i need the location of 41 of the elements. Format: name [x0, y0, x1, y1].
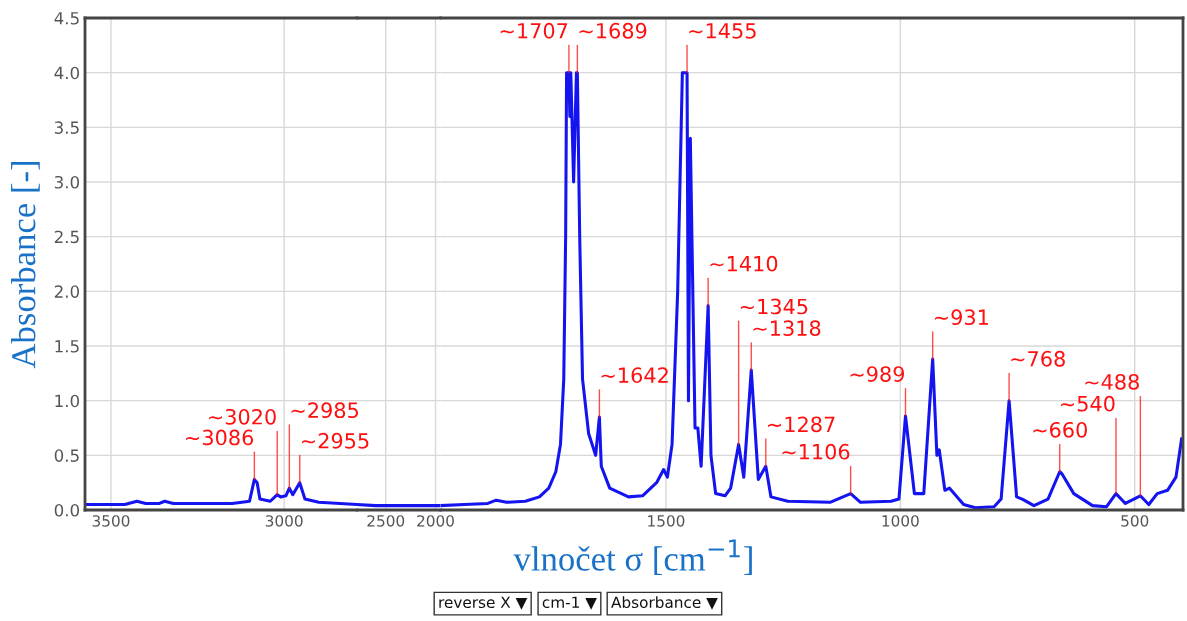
annotation: ~1410	[710, 255, 778, 272]
x-tick-label: 500	[1121, 515, 1149, 527]
annotation: ~1345	[740, 298, 808, 315]
x-axis-title: vlnočet σ [cm$^{−1}$]	[513, 539, 752, 576]
y-tick-label: 0.5	[54, 449, 79, 462]
annotation: ~2955	[301, 432, 369, 449]
annotation: ~660	[1033, 421, 1087, 438]
y-tick-label: 1.0	[55, 394, 80, 408]
annotation: ~1287	[768, 416, 835, 433]
text: cm-1 ▼	[542, 596, 597, 610]
y-tick-label: 3.0	[54, 175, 80, 189]
annotation: ~1318	[753, 320, 821, 337]
annotation: ~1455	[689, 23, 756, 39]
annotation: ~488	[1085, 373, 1139, 390]
annotation: ~1106	[782, 443, 850, 460]
x-tick-label: 3000	[265, 515, 303, 527]
annotation: ~931	[934, 309, 988, 326]
y-tick-label: 1.5	[55, 340, 79, 353]
x-tick-label: 3500	[92, 515, 130, 527]
y-tick-label: 4.5	[54, 12, 79, 25]
annotation: ~989	[850, 366, 905, 382]
annotation: ~540	[1060, 395, 1115, 412]
text: Absorbance ▼	[611, 596, 718, 610]
y-tick-label: 4.0	[54, 66, 80, 80]
annotation: ~1707	[500, 22, 568, 39]
y-tick-label: 3.5	[54, 121, 79, 134]
annotation: ~2985	[291, 402, 358, 419]
x-tick-label: 2500	[367, 515, 405, 527]
x-tick-label: 1000	[882, 515, 919, 527]
annotation: ~3020	[208, 408, 276, 425]
annotation: ~3086	[186, 429, 254, 446]
annotation: ~1642	[601, 367, 668, 384]
y-tick-label: 2.5	[54, 230, 79, 244]
annotation: ~1689	[579, 22, 647, 39]
x-tick-label: 2000	[417, 515, 454, 527]
annotation: ~768	[1011, 350, 1065, 367]
y-tick-label: 2.0	[54, 285, 80, 298]
y-tick-label: 0.0	[54, 503, 80, 517]
x-tick-label: 1500	[648, 515, 685, 527]
text: reverse X ▼	[439, 596, 528, 610]
y-axis-title: Absorbance [-]	[11, 161, 40, 369]
